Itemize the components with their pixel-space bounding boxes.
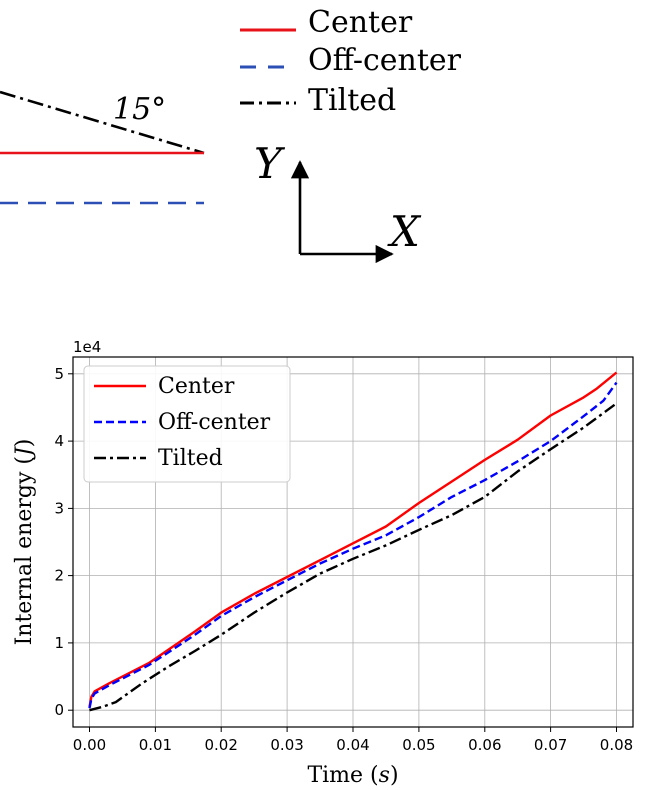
series-line-center — [88, 371, 618, 708]
y-multiplier-label: 1e4 — [73, 338, 101, 356]
chart-legend: Center Off-center Tilted — [83, 365, 291, 483]
chart-legend-center-label: Center — [158, 374, 235, 399]
y-tick-label: 3 — [54, 499, 64, 517]
axis-y-label: Y — [254, 139, 286, 188]
schematic-legend: Center Off-center Tilted — [240, 5, 462, 118]
plot-frame — [72, 356, 634, 728]
y-axis-title: Internal energy (J) — [12, 439, 37, 646]
x-tick-label: 0.07 — [534, 736, 567, 754]
x-tick-label: 0.06 — [468, 736, 501, 754]
x-tick-label: 0.08 — [600, 736, 633, 754]
x-tick-label: 0.04 — [336, 736, 369, 754]
x-tick-label: 0.02 — [204, 736, 237, 754]
y-tick-label: 4 — [54, 432, 64, 450]
series-line-tilted — [89, 402, 618, 712]
x-axis-title-main: Time — [307, 763, 370, 788]
chart: 0.00 0.01 0.02 0.03 0.04 0.05 0.06 0.07 0.08 0 1 2 3… — [12, 338, 634, 788]
series — [88, 371, 618, 712]
y-tick-label: 0 — [54, 701, 64, 719]
schematic-tilted-line — [0, 90, 205, 155]
y-tick-label: 2 — [54, 567, 64, 585]
axis-x-label: X — [387, 207, 422, 256]
schematic-legend-tilted-label: Tilted — [308, 83, 396, 118]
y-tick-label: 1 — [54, 634, 64, 652]
x-tick-label: 0.03 — [270, 736, 303, 754]
chart-legend-offcenter-label: Off-center — [158, 410, 271, 435]
series-line-off-center — [88, 381, 618, 709]
schematic-legend-center-label: Center — [308, 5, 413, 40]
y-axis-title-main: Internal energy — [12, 465, 37, 646]
schematic: 15° Center Off-center Tilted Y X — [0, 5, 462, 264]
coordinate-axes: Y X — [254, 139, 422, 264]
angle-label: 15° — [113, 92, 166, 127]
x-tick-label: 0.05 — [402, 736, 435, 754]
x-axis-title-unit: s — [379, 763, 390, 788]
x-tick-label: 0.00 — [73, 736, 106, 754]
y-axis-title-unit: J — [12, 446, 37, 460]
x-axis-title: Time (s) — [307, 763, 398, 788]
chart-legend-tilted-label: Tilted — [158, 446, 223, 471]
x-tick-label: 0.01 — [139, 736, 172, 754]
schematic-legend-offcenter-label: Off-center — [308, 43, 462, 78]
ticks: 0.00 0.01 0.02 0.03 0.04 0.05 0.06 0.07 0.08 0 1 2 3… — [54, 365, 633, 754]
y-tick-label: 5 — [54, 365, 64, 383]
chart-legend-box — [83, 365, 291, 483]
